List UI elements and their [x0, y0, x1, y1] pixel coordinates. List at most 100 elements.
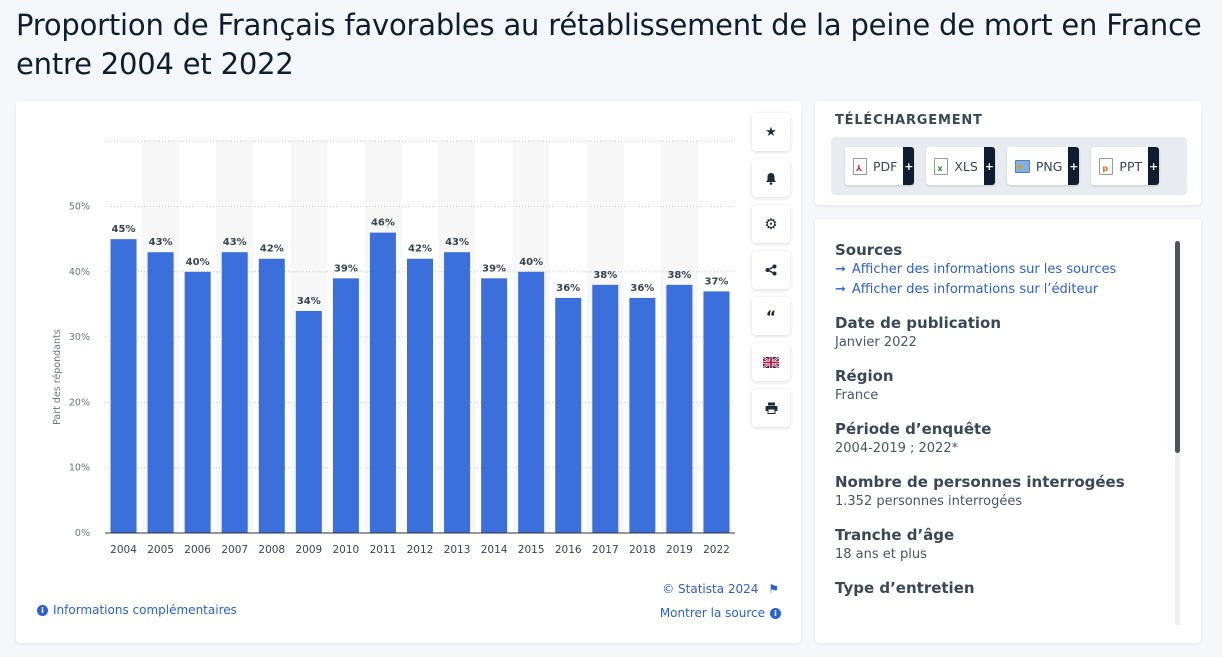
arrow-right-icon: ➞	[835, 282, 846, 297]
show-source-link[interactable]: Montrer la source i	[660, 606, 781, 620]
x-tick-label: 2017	[592, 544, 619, 556]
bar	[592, 284, 619, 533]
info-card: Sources ➞ Afficher des informations sur …	[815, 219, 1201, 643]
download-ppt-label: PPT	[1119, 158, 1143, 174]
bar	[147, 252, 174, 533]
bar	[444, 252, 471, 533]
age-heading: Tranche d’âge	[835, 526, 955, 544]
bar-chart: 0% 10% 20% 30% 40% 50% Part des répondants 45% 2…	[52, 140, 735, 556]
pdf-icon: ⅄	[853, 157, 867, 175]
download-png-plus[interactable]: +	[1068, 147, 1080, 185]
more-info-link[interactable]: i Informations complémentaires	[37, 603, 237, 617]
sources-info-link[interactable]: ➞ Afficher des informations sur les sour…	[835, 262, 1175, 277]
age-value: 18 ans et plus	[835, 547, 927, 562]
bar	[555, 297, 582, 533]
bar	[407, 258, 433, 533]
bar	[629, 297, 656, 533]
language-button[interactable]	[752, 343, 790, 381]
share-button[interactable]	[752, 251, 790, 289]
page-title: Proportion de Français favorables au rét…	[16, 8, 1202, 81]
flag-icon	[763, 356, 779, 368]
pub-date-value: Janvier 2022	[835, 335, 917, 350]
x-tick-label: 2016	[555, 544, 582, 556]
download-ppt-button[interactable]: p PPT +	[1091, 147, 1160, 185]
star-icon: ★	[765, 124, 777, 140]
settings-button[interactable]: ⚙	[752, 205, 790, 243]
x-tick-label: 2013	[444, 544, 471, 556]
bar-value-label: 45%	[112, 224, 136, 235]
x-tick-label: 2011	[370, 544, 397, 556]
x-tick-label: 2012	[407, 544, 434, 556]
download-png-button[interactable]: ▪ PNG +	[1006, 147, 1080, 185]
bar-value-label: 42%	[260, 244, 284, 255]
bar	[481, 278, 508, 533]
respondents-value: 1.352 personnes interrogées	[835, 494, 1023, 509]
print-icon	[765, 402, 777, 414]
x-tick-label: 2022	[703, 544, 730, 556]
info-icon: i	[37, 604, 48, 616]
x-tick-label: 2009	[295, 544, 322, 556]
favorite-button[interactable]: ★	[752, 113, 790, 151]
info-list: Sources ➞ Afficher des informations sur …	[835, 241, 1175, 600]
bar-value-label: 43%	[223, 237, 247, 248]
bar	[332, 278, 359, 533]
x-tick-label: 2005	[147, 544, 174, 556]
info-scrollbar-thumb[interactable]	[1175, 241, 1180, 453]
gear-icon: ⚙	[764, 215, 778, 233]
show-source-label: Montrer la source	[659, 606, 765, 620]
bar	[369, 232, 396, 533]
x-tick-label: 2014	[481, 544, 508, 556]
x-tick-label: 2010	[333, 544, 360, 556]
sources-info-label: Afficher des informations sur les source…	[851, 262, 1117, 277]
y-tick-label: 40%	[69, 267, 90, 278]
bar-value-label: 39%	[482, 263, 506, 274]
period-heading: Période d’enquête	[835, 420, 992, 438]
bar-value-label: 38%	[667, 270, 691, 281]
notification-button[interactable]	[752, 159, 790, 197]
bar-value-label: 36%	[630, 283, 654, 294]
chart-card: 0% 10% 20% 30% 40% 50% Part des répondants 45% 2…	[16, 101, 801, 643]
respondents-heading: Nombre de personnes interrogées	[835, 473, 1125, 491]
sources-heading: Sources	[835, 241, 903, 259]
download-title: TÉLÉCHARGEMENT	[835, 113, 983, 128]
print-button[interactable]	[752, 389, 790, 427]
download-xls-plus[interactable]: +	[983, 147, 995, 185]
copyright-link[interactable]: © Statista 2024 ⚑	[662, 582, 779, 596]
interview-heading: Type d’entretien	[835, 579, 975, 597]
publisher-info-link[interactable]: ➞ Afficher des informations sur l’éditeu…	[835, 282, 1175, 297]
x-tick-label: 2018	[629, 544, 656, 556]
y-tick-label: 0%	[75, 528, 90, 539]
period-value: 2004-2019 ; 2022*	[835, 441, 959, 456]
bar	[666, 284, 693, 533]
bell-icon	[766, 172, 776, 185]
bar	[295, 310, 322, 533]
bar-value-label: 36%	[556, 283, 580, 294]
bar	[184, 271, 211, 533]
download-xls-button[interactable]: x XLS +	[926, 147, 995, 185]
bar-value-label: 43%	[149, 237, 173, 248]
download-pdf-label: PDF	[873, 158, 898, 174]
download-bar: ⅄ PDF + x XLS + ▪ PNG + p PPT +	[831, 137, 1187, 195]
bar-value-label: 40%	[519, 257, 543, 268]
download-pdf-plus[interactable]: +	[903, 147, 915, 185]
pub-date-heading: Date de publication	[835, 314, 1002, 332]
bar	[518, 271, 545, 533]
y-tick-label: 30%	[69, 332, 90, 343]
bar	[110, 239, 137, 533]
download-ppt-plus[interactable]: +	[1148, 147, 1160, 185]
x-tick-label: 2004	[110, 544, 137, 556]
download-png-label: PNG	[1035, 158, 1063, 174]
publisher-info-label: Afficher des informations sur l’éditeur	[851, 282, 1099, 297]
y-tick-label: 10%	[69, 463, 90, 474]
y-axis-label: Part des répondants	[52, 329, 63, 425]
quote-icon: “	[765, 306, 777, 326]
region-heading: Région	[835, 367, 894, 385]
cite-button[interactable]: “	[752, 297, 790, 335]
info-scrollbar[interactable]	[1175, 241, 1180, 625]
bar-value-label: 42%	[408, 244, 432, 255]
bar	[703, 291, 730, 533]
png-icon: ▪	[1014, 159, 1030, 173]
download-pdf-button[interactable]: ⅄ PDF +	[845, 147, 915, 185]
x-tick-label: 2015	[518, 544, 545, 556]
bar	[258, 258, 285, 533]
